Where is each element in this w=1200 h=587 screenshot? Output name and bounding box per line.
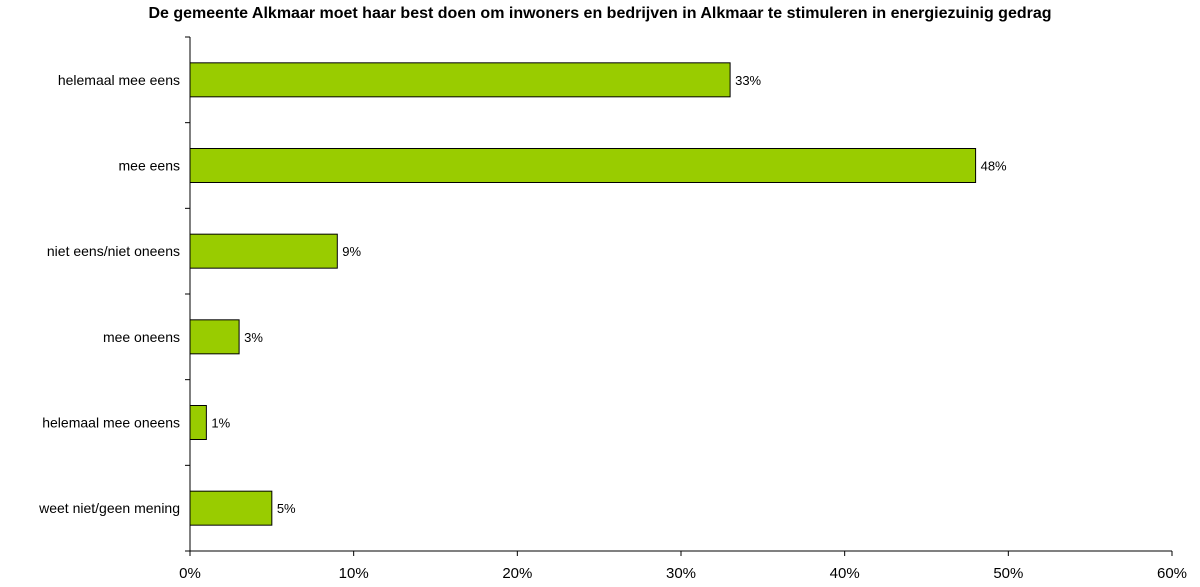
data-label: 9% <box>342 244 361 259</box>
x-tick-label: 50% <box>993 565 1023 582</box>
bar <box>189 405 207 440</box>
category-label: helemaal mee oneens <box>42 415 180 431</box>
chart-labels: 0% 10% 20% 30% 40% 50% 60% helemaal mee eens 33%… <box>38 72 1187 582</box>
category-label: mee oneens <box>103 329 180 345</box>
data-label: 48% <box>981 159 1007 174</box>
category-label: niet eens/niet oneens <box>47 243 180 259</box>
data-label: 3% <box>244 330 263 345</box>
bar <box>189 490 273 526</box>
x-tick-label: 10% <box>339 565 369 582</box>
x-tick-label: 60% <box>1157 565 1187 582</box>
category-label: helemaal mee eens <box>58 72 180 88</box>
x-tick-label: 0% <box>179 565 201 582</box>
x-tick-label: 20% <box>502 565 532 582</box>
category-label: mee eens <box>119 158 180 174</box>
chart-bars <box>189 62 977 526</box>
chart-title: De gemeente Alkmaar moet haar best doen … <box>0 0 1200 48</box>
category-label: weet niet/geen mening <box>38 500 180 516</box>
bar <box>189 62 731 98</box>
data-label: 5% <box>277 501 296 516</box>
bar <box>189 233 338 269</box>
data-label: 1% <box>211 416 230 431</box>
x-tick-label: 30% <box>666 565 696 582</box>
chart-title-text: De gemeente Alkmaar moet haar best doen … <box>148 5 1052 22</box>
x-tick-label: 40% <box>830 565 860 582</box>
chart-axes <box>185 36 1173 556</box>
bar <box>189 319 240 355</box>
bar <box>189 148 977 183</box>
data-label: 33% <box>735 73 761 88</box>
